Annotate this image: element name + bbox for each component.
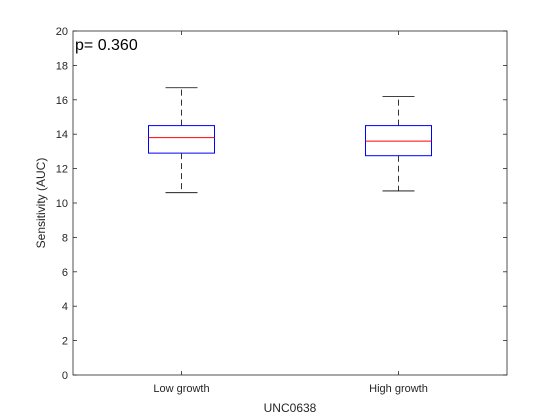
y-tick-label: 2 bbox=[62, 336, 68, 348]
y-tick-label: 14 bbox=[56, 129, 68, 141]
x-tick-label: High growth bbox=[369, 383, 428, 395]
y-tick-label: 16 bbox=[56, 95, 68, 107]
y-tick-label: 10 bbox=[56, 198, 68, 210]
y-tick-label: 8 bbox=[62, 232, 68, 244]
y-tick-label: 12 bbox=[56, 164, 68, 176]
y-tick-label: 0 bbox=[62, 370, 68, 382]
y-axis-label: Sensitivity (AUC) bbox=[34, 158, 48, 249]
y-tick-label: 20 bbox=[56, 26, 68, 38]
box-group bbox=[365, 95, 432, 192]
x-axis: Low growth High growth bbox=[153, 31, 428, 395]
x-tick-label: Low growth bbox=[153, 383, 209, 395]
y-tick-label: 4 bbox=[62, 301, 68, 313]
y-tick-label: 6 bbox=[62, 267, 68, 279]
p-value-annotation: p= 0.360 bbox=[75, 37, 138, 54]
y-tick-label: 18 bbox=[56, 60, 68, 72]
box-group bbox=[148, 87, 215, 194]
iqr-box bbox=[148, 125, 215, 154]
boxes bbox=[148, 87, 432, 194]
x-axis-label: UNC0638 bbox=[264, 401, 317, 415]
y-axis: 0 2 4 6 8 10 12 14 16 18 20 bbox=[56, 26, 507, 382]
plot-area bbox=[72, 30, 508, 376]
